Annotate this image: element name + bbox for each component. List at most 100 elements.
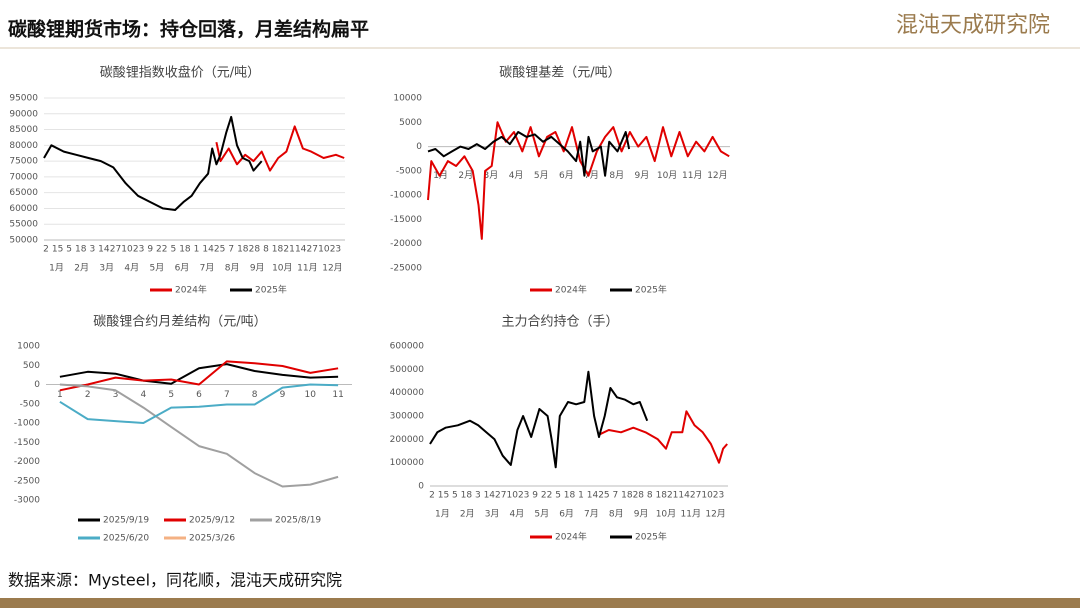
series-line bbox=[427, 131, 631, 177]
month-label: 9月 bbox=[635, 170, 650, 181]
month-label: 11月 bbox=[297, 263, 317, 274]
month-label: 3月 bbox=[99, 263, 114, 274]
month-label: 11月 bbox=[681, 509, 701, 520]
page-title: 碳酸锂期货市场：持仓回落，月差结构扁平 bbox=[8, 18, 369, 41]
day-label: 14 bbox=[98, 245, 110, 255]
day-label: 8 bbox=[263, 245, 269, 255]
day-label: 2 bbox=[429, 491, 435, 501]
y-tick-label: 50000 bbox=[9, 236, 38, 246]
series-line bbox=[429, 370, 649, 469]
legend-label: 2025年 bbox=[255, 284, 287, 296]
month-label: 6月 bbox=[559, 509, 574, 520]
y-tick-label: 0 bbox=[34, 380, 40, 390]
y-tick-label: 200000 bbox=[390, 435, 425, 445]
y-tick-label: 55000 bbox=[9, 220, 38, 230]
month-label: 3月 bbox=[485, 509, 500, 520]
month-label: 12月 bbox=[707, 170, 727, 181]
day-label: 10 bbox=[318, 245, 330, 255]
legend-label: 2024年 bbox=[555, 284, 587, 296]
day-label: 7 bbox=[228, 245, 234, 255]
x-tick-label: 9 bbox=[280, 390, 286, 400]
y-tick-label: 90000 bbox=[9, 109, 38, 119]
x-tick-label: 5 bbox=[168, 390, 174, 400]
y-tick-label: 70000 bbox=[9, 172, 38, 182]
legend-label: 2025/8/19 bbox=[275, 516, 321, 526]
month-label: 4月 bbox=[124, 263, 139, 274]
day-label: 23 bbox=[330, 245, 341, 255]
day-label: 14 bbox=[202, 245, 214, 255]
day-label: 23 bbox=[713, 491, 724, 501]
legend-label: 2024年 bbox=[555, 531, 587, 543]
month-label: 12月 bbox=[322, 263, 342, 274]
day-label: 25 bbox=[598, 491, 609, 501]
month-label: 8月 bbox=[609, 170, 624, 181]
x-tick-label: 10 bbox=[305, 390, 317, 400]
month-label: 12月 bbox=[705, 509, 725, 520]
chart-title: 碳酸锂基差（元/吨） bbox=[499, 66, 620, 81]
legend-label: 2025/9/12 bbox=[189, 516, 235, 526]
day-label: 18 bbox=[272, 245, 284, 255]
y-tick-label: 500 bbox=[23, 361, 40, 371]
y-tick-label: -2000 bbox=[14, 457, 40, 467]
y-tick-label: 0 bbox=[416, 142, 422, 152]
day-label: 21 bbox=[283, 245, 294, 255]
series-line bbox=[59, 363, 339, 385]
month-label: 2月 bbox=[458, 170, 473, 181]
x-tick-label: 4 bbox=[140, 390, 146, 400]
month-label: 9月 bbox=[250, 263, 265, 274]
day-label: 14 bbox=[678, 491, 690, 501]
y-tick-label: 100000 bbox=[390, 458, 425, 468]
day-label: 9 bbox=[147, 245, 153, 255]
day-label: 25 bbox=[214, 245, 225, 255]
day-label: 7 bbox=[613, 491, 619, 501]
month-label: 2月 bbox=[460, 509, 475, 520]
day-label: 18 bbox=[564, 491, 576, 501]
month-label: 9月 bbox=[634, 509, 649, 520]
month-label: 5月 bbox=[150, 263, 165, 274]
month-label: 6月 bbox=[559, 170, 574, 181]
day-label: 9 bbox=[532, 491, 538, 501]
y-tick-label: 300000 bbox=[390, 412, 425, 422]
y-tick-label: -25000 bbox=[390, 264, 422, 274]
y-tick-label: 75000 bbox=[9, 157, 38, 167]
day-label: 18 bbox=[75, 245, 87, 255]
month-label: 7月 bbox=[584, 170, 599, 181]
x-tick-label: 3 bbox=[113, 390, 119, 400]
month-label: 6月 bbox=[175, 263, 190, 274]
day-label: 23 bbox=[518, 491, 529, 501]
day-label: 21 bbox=[667, 491, 678, 501]
day-label: 23 bbox=[133, 245, 144, 255]
footer-bar bbox=[0, 598, 1080, 608]
day-label: 14 bbox=[295, 245, 307, 255]
chart-title: 碳酸锂合约月差结构（元/吨） bbox=[93, 315, 266, 330]
legend-label: 2025/3/26 bbox=[189, 534, 235, 544]
day-label: 5 bbox=[555, 491, 561, 501]
day-label: 8 bbox=[647, 491, 653, 501]
y-tick-label: 0 bbox=[418, 482, 424, 492]
month-label: 7月 bbox=[200, 263, 215, 274]
x-tick-label: 11 bbox=[332, 390, 343, 400]
day-label: 14 bbox=[484, 491, 496, 501]
y-tick-label: 60000 bbox=[9, 204, 38, 214]
day-label: 10 bbox=[507, 491, 519, 501]
month-label: 4月 bbox=[510, 509, 525, 520]
month-label: 4月 bbox=[509, 170, 524, 181]
y-tick-label: 65000 bbox=[9, 188, 38, 198]
series-line bbox=[215, 125, 345, 172]
month-label: 10月 bbox=[272, 263, 292, 274]
source-note: 数据来源：Mysteel，同花顺，混沌天成研究院 bbox=[8, 571, 342, 590]
month-label: 7月 bbox=[584, 509, 599, 520]
y-tick-label: 80000 bbox=[9, 141, 38, 151]
day-label: 18 bbox=[461, 491, 473, 501]
day-label: 18 bbox=[656, 491, 668, 501]
day-label: 28 bbox=[249, 245, 261, 255]
day-label: 18 bbox=[179, 245, 191, 255]
y-tick-label: 95000 bbox=[9, 94, 38, 104]
logo: 混沌天成研究院 bbox=[896, 13, 1050, 38]
day-label: 18 bbox=[237, 245, 249, 255]
day-label: 10 bbox=[121, 245, 133, 255]
series-line bbox=[427, 121, 730, 240]
legend-label: 2025/6/20 bbox=[103, 534, 149, 544]
month-label: 1月 bbox=[49, 263, 64, 274]
day-label: 1 bbox=[194, 245, 200, 255]
